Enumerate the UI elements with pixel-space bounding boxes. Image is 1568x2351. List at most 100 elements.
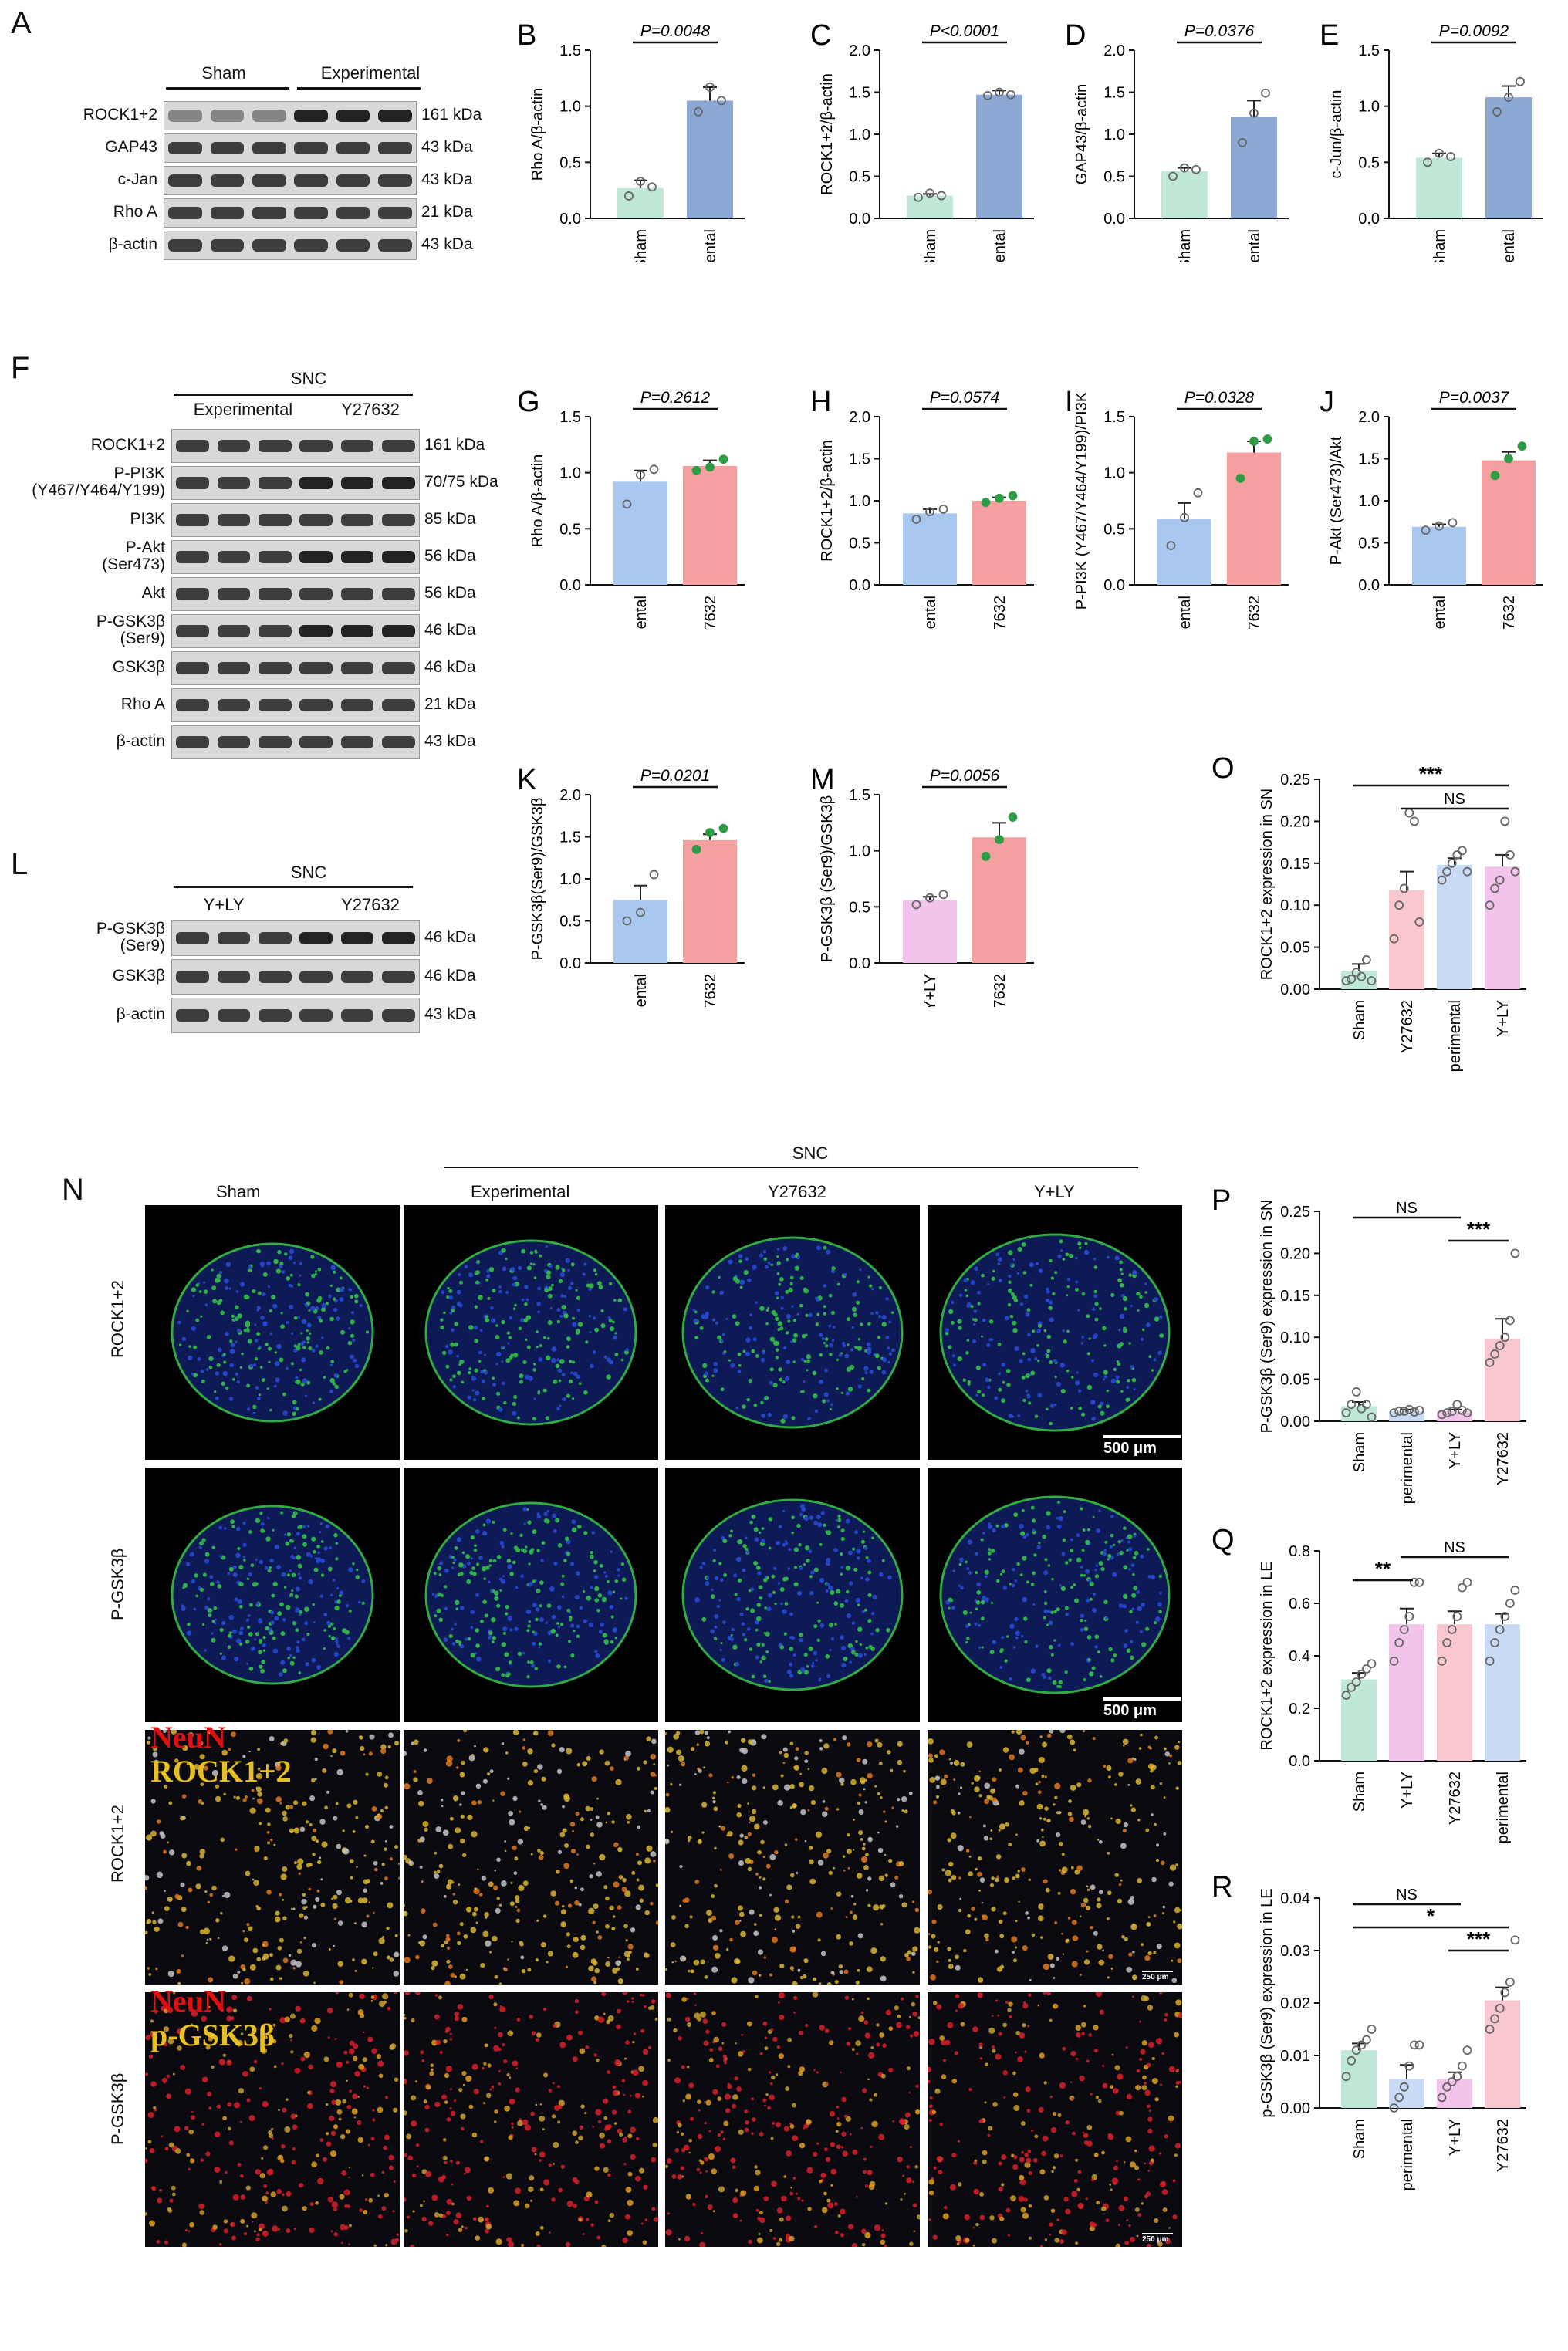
cell-signal — [255, 1518, 261, 1523]
cell-signal — [1092, 1607, 1097, 1613]
cell-signal — [1087, 1579, 1092, 1583]
cell-signal — [465, 1968, 468, 1971]
cell-signal — [1134, 1758, 1137, 1762]
significance-label: NS — [1396, 1887, 1418, 1903]
cell-signal — [777, 1328, 781, 1332]
cell-signal — [714, 2146, 721, 2153]
cell-signal — [147, 1967, 150, 1970]
cell-signal — [761, 1734, 767, 1740]
cell-signal — [699, 1566, 703, 1569]
cell-signal — [451, 1556, 455, 1559]
cell-signal — [164, 2147, 169, 2151]
cell-signal — [792, 1653, 796, 1657]
cell-signal — [243, 1328, 248, 1333]
cell-signal — [617, 1574, 620, 1577]
cell-signal — [492, 1289, 496, 1293]
data-point — [1249, 437, 1259, 446]
cell-signal — [275, 1796, 282, 1802]
cell-signal — [419, 1865, 423, 1869]
cell-signal — [441, 1805, 444, 1808]
cell-signal — [274, 1544, 279, 1550]
cell-signal — [1103, 1549, 1107, 1552]
cell-signal — [623, 1758, 627, 1761]
cell-signal — [394, 1741, 400, 1746]
y-tick-label: 0.5 — [849, 169, 870, 186]
cell-signal — [791, 1305, 794, 1308]
data-point — [938, 504, 948, 514]
cell-signal — [562, 1268, 566, 1272]
cell-signal — [1158, 1315, 1163, 1319]
cell-signal — [829, 1353, 833, 1356]
micrograph-tile — [928, 1730, 1182, 1985]
cell-signal — [771, 1574, 776, 1579]
cell-signal — [464, 1265, 468, 1269]
cell-signal — [1041, 1775, 1045, 1778]
cell-signal — [504, 2105, 510, 2112]
cell-signal — [463, 1934, 468, 1939]
cell-signal — [454, 1322, 458, 1326]
cell-signal — [1047, 1954, 1054, 1960]
cell-signal — [877, 1741, 883, 1748]
y-tick-label: 0.5 — [559, 914, 581, 931]
cell-signal — [353, 1799, 358, 1805]
cell-signal — [870, 1312, 874, 1316]
cell-signal — [338, 1594, 342, 1597]
cell-signal — [228, 1615, 234, 1620]
cell-signal — [520, 1318, 525, 1322]
cell-signal — [236, 1638, 242, 1644]
blot-band — [340, 699, 374, 711]
cell-signal — [778, 1367, 782, 1372]
cell-signal — [1134, 1550, 1139, 1556]
cell-signal — [539, 1617, 544, 1623]
cell-signal — [1017, 1870, 1020, 1873]
cell-signal — [1030, 1505, 1035, 1510]
cell-signal — [354, 1293, 359, 1299]
cell-signal — [465, 2226, 468, 2230]
cell-signal — [840, 1572, 843, 1576]
cell-signal — [535, 1607, 540, 1612]
cell-signal — [731, 1627, 735, 1632]
cell-signal — [420, 2050, 424, 2055]
p-value-label: P=0.0037 — [1439, 389, 1510, 407]
cell-signal — [1126, 1966, 1133, 1973]
cell-signal — [371, 2048, 377, 2054]
cell-signal — [995, 1524, 999, 1528]
cell-signal — [500, 1345, 504, 1349]
cell-signal — [492, 1935, 498, 1942]
cell-signal — [507, 2030, 514, 2037]
cell-signal — [489, 2088, 492, 2091]
cell-signal — [546, 1355, 551, 1361]
cell-signal — [855, 1597, 860, 1603]
cell-signal — [700, 2232, 704, 2235]
cell-signal — [694, 1730, 701, 1735]
cell-signal — [891, 1806, 894, 1809]
cell-signal — [370, 1995, 375, 1999]
cell-signal — [705, 1741, 711, 1747]
cell-signal — [665, 1968, 667, 1971]
cell-signal — [398, 1863, 400, 1866]
cell-signal — [817, 1860, 824, 1866]
blot-band — [217, 625, 251, 637]
cell-signal — [945, 1331, 949, 1336]
cell-signal — [1171, 1959, 1174, 1962]
cell-signal — [262, 2145, 269, 2150]
cell-signal — [1061, 1552, 1066, 1556]
cell-signal — [444, 1345, 449, 1349]
blot-band — [336, 239, 370, 252]
blot-band — [259, 736, 292, 748]
data-point — [1457, 846, 1467, 856]
cell-signal — [1178, 1741, 1181, 1744]
cell-signal — [596, 1281, 602, 1286]
cell-signal — [460, 2113, 466, 2120]
cell-signal — [857, 1933, 863, 1939]
cell-signal — [1044, 1558, 1048, 1562]
cell-signal — [256, 1798, 263, 1805]
cell-signal — [837, 1514, 841, 1518]
cell-signal — [960, 1586, 964, 1590]
cell-signal — [614, 2059, 621, 2066]
cell-signal — [844, 1995, 850, 2000]
cell-signal — [1050, 1610, 1054, 1614]
cell-signal — [1059, 1869, 1062, 1872]
cell-signal — [485, 2224, 492, 2230]
panel-letter-j: J — [1320, 386, 1334, 418]
